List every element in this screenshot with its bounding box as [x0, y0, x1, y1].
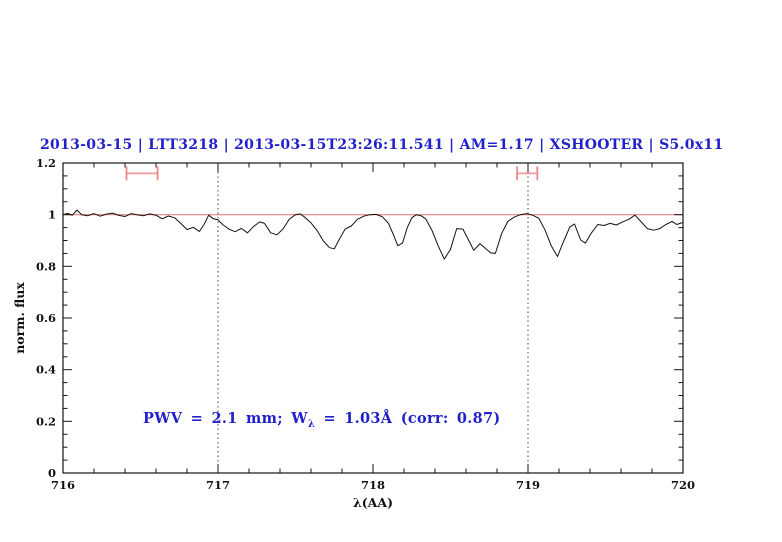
lambda-subscript: λ — [307, 418, 316, 430]
y-tick-label: 0.8 — [36, 259, 56, 273]
pwv-annotation-text: PWV = 2.1 mm; W — [143, 410, 308, 427]
y-tick-label: 1 — [48, 208, 56, 222]
band-marker-1 — [125, 166, 159, 181]
y-tick-label: 0 — [48, 466, 56, 480]
x-tick-label: 717 — [206, 478, 230, 492]
x-tick-label: 718 — [361, 478, 385, 492]
spectrum-line — [62, 209, 684, 260]
band-marker-2 — [516, 166, 539, 181]
x-tick-label: 719 — [516, 478, 540, 492]
pwv-annotation: PWV = 2.1 mm; Wλ = 1.03Å (corr: 0.87) — [143, 410, 501, 430]
y-axis-label: norm. flux — [12, 282, 27, 354]
x-tick-label: 716 — [51, 478, 75, 492]
y-tick-label: 1.2 — [36, 156, 56, 170]
pwv-annotation-tail: = 1.03Å (corr: 0.87) — [315, 410, 501, 427]
y-tick-label: 0.4 — [36, 363, 56, 377]
x-axis-label: λ(AA) — [353, 495, 393, 510]
plot-title: 2013-03-15 | LTT3218 | 2013-03-15T23:26:… — [40, 137, 724, 153]
y-tick-label: 0.2 — [36, 414, 56, 428]
x-tick-label: 720 — [671, 478, 695, 492]
y-tick-label: 0.6 — [36, 311, 56, 325]
